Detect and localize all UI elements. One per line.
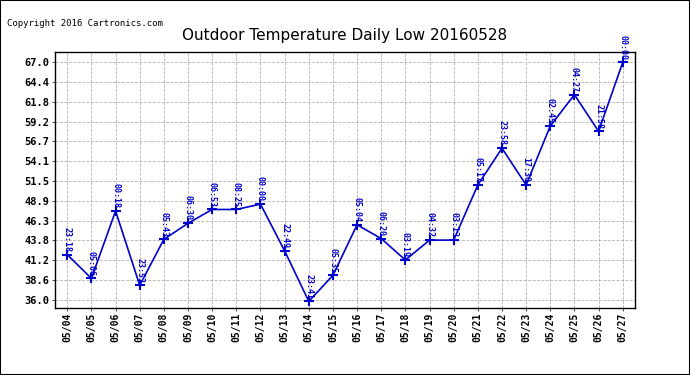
Text: 04:32: 04:32	[425, 212, 434, 237]
Text: 23:41: 23:41	[304, 274, 313, 298]
Text: 08:25: 08:25	[232, 182, 241, 207]
Text: 05:04: 05:04	[353, 197, 362, 222]
Text: 03:19: 03:19	[401, 232, 410, 257]
Text: 02:45: 02:45	[546, 98, 555, 123]
Text: 06:53: 06:53	[208, 182, 217, 207]
Text: 04:27: 04:27	[570, 67, 579, 92]
Text: 05:06: 05:06	[87, 251, 96, 276]
Text: 03:13: 03:13	[449, 212, 458, 237]
Text: 00:18: 00:18	[111, 183, 120, 208]
Text: 00:00: 00:00	[618, 34, 627, 60]
Text: 00:00: 00:00	[256, 176, 265, 201]
Text: 21:58: 21:58	[594, 104, 603, 129]
Text: 05:17: 05:17	[473, 157, 482, 182]
Text: 22:49: 22:49	[280, 223, 289, 248]
Text: 06:20: 06:20	[377, 211, 386, 236]
Text: Copyright 2016 Cartronics.com: Copyright 2016 Cartronics.com	[7, 19, 163, 28]
Title: Outdoor Temperature Daily Low 20160528: Outdoor Temperature Daily Low 20160528	[182, 28, 508, 44]
Text: 05:43: 05:43	[159, 211, 168, 237]
Text: 17:30: 17:30	[522, 157, 531, 182]
Text: 06:30: 06:30	[184, 195, 193, 220]
Text: 23:58: 23:58	[497, 120, 506, 146]
Text: 05:35: 05:35	[328, 248, 337, 273]
Text: 23:18: 23:18	[63, 227, 72, 252]
Text: 23:53: 23:53	[135, 258, 144, 282]
